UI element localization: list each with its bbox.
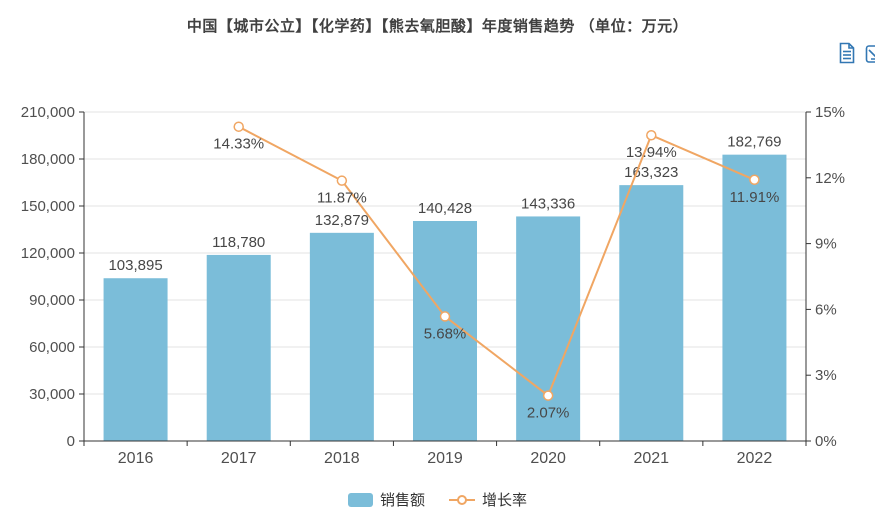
line-value-label-2018: 11.87% — [317, 190, 367, 207]
bar-value-label-2018: 132,879 — [315, 212, 369, 229]
legend: 销售额 增长率 — [0, 489, 875, 510]
point-2022[interactable] — [749, 174, 760, 186]
y-left-tick-label: 120,000 — [21, 245, 75, 262]
y-left-tick-label: 60,000 — [29, 339, 75, 356]
bar-value-label-2016: 103,895 — [108, 257, 162, 274]
bar-value-label-2017: 118,780 — [212, 234, 265, 251]
line-value-label-2022: 11.91% — [730, 189, 780, 206]
x-axis-label-2016: 2016 — [118, 450, 154, 467]
data-view-icon[interactable] — [838, 42, 856, 64]
legend-item-sales[interactable]: 销售额 — [347, 489, 425, 510]
legend-label-sales: 销售额 — [379, 492, 425, 509]
save-image-icon[interactable] — [865, 42, 875, 64]
bar-2016[interactable] — [103, 278, 168, 441]
bar-value-label-2021: 163,323 — [624, 164, 678, 181]
line-value-label-2021: 13.94% — [626, 144, 677, 161]
y-right-tick-label: 12% — [815, 170, 845, 187]
bar-value-label-2022: 182,769 — [727, 134, 781, 151]
y-left-tick-label: 150,000 — [21, 198, 75, 215]
point-2021[interactable] — [646, 129, 657, 141]
legend-item-growth[interactable]: 增长率 — [449, 489, 527, 510]
y-left-tick-label: 0 — [67, 433, 75, 450]
bar-swatch-icon — [347, 492, 373, 507]
y-right-tick-label: 0% — [815, 433, 837, 450]
y-left-tick-label: 90,000 — [29, 292, 75, 309]
x-axis-label-2017: 2017 — [221, 450, 257, 467]
y-right-tick-label: 9% — [815, 236, 837, 253]
bar-2018[interactable] — [309, 232, 374, 441]
bar-2017[interactable] — [206, 254, 271, 441]
point-2019[interactable] — [439, 311, 451, 322]
toolbox — [838, 42, 875, 66]
x-axis-label-2021: 2021 — [633, 450, 669, 467]
point-2020[interactable] — [542, 390, 554, 401]
y-left-tick-label: 210,000 — [21, 104, 75, 121]
x-axis-label-2020: 2020 — [530, 450, 566, 467]
line-value-label-2020: 2.07% — [527, 405, 570, 422]
bar-2019[interactable] — [413, 220, 477, 441]
bar-2020[interactable] — [516, 216, 581, 441]
line-value-label-2019: 5.68% — [424, 325, 467, 342]
x-axis-label-2022: 2022 — [737, 450, 773, 467]
y-right-tick-label: 6% — [815, 301, 837, 318]
chart-canvas[interactable]: 103,895 118,780 132,879 140,428 143,336 163,3… — [0, 0, 875, 478]
growth-line — [238, 125, 755, 398]
point-2018[interactable] — [336, 175, 348, 186]
y-left-tick-label: 180,000 — [21, 151, 75, 168]
bar-2021[interactable] — [619, 185, 684, 441]
bar-value-label-2020: 143,336 — [521, 195, 575, 212]
y-left-tick-label: 30,000 — [29, 386, 75, 403]
y-right-tick-label: 15% — [815, 104, 845, 121]
line-swatch-icon — [449, 494, 475, 505]
bar-2022[interactable] — [722, 154, 787, 441]
y-right-tick-label: 3% — [815, 367, 837, 384]
point-2017[interactable] — [233, 121, 244, 132]
line-value-label-2017: 14.33% — [213, 136, 264, 153]
x-axis-label-2019: 2019 — [427, 450, 463, 467]
x-axis-label-2018: 2018 — [324, 450, 360, 467]
chart-title: 中国【城市公立】【化学药】【熊去氧胆酸】年度销售趋势 （单位：万元） — [186, 18, 689, 35]
bar-value-label-2019: 140,428 — [418, 200, 472, 217]
legend-label-growth: 增长率 — [482, 492, 528, 509]
